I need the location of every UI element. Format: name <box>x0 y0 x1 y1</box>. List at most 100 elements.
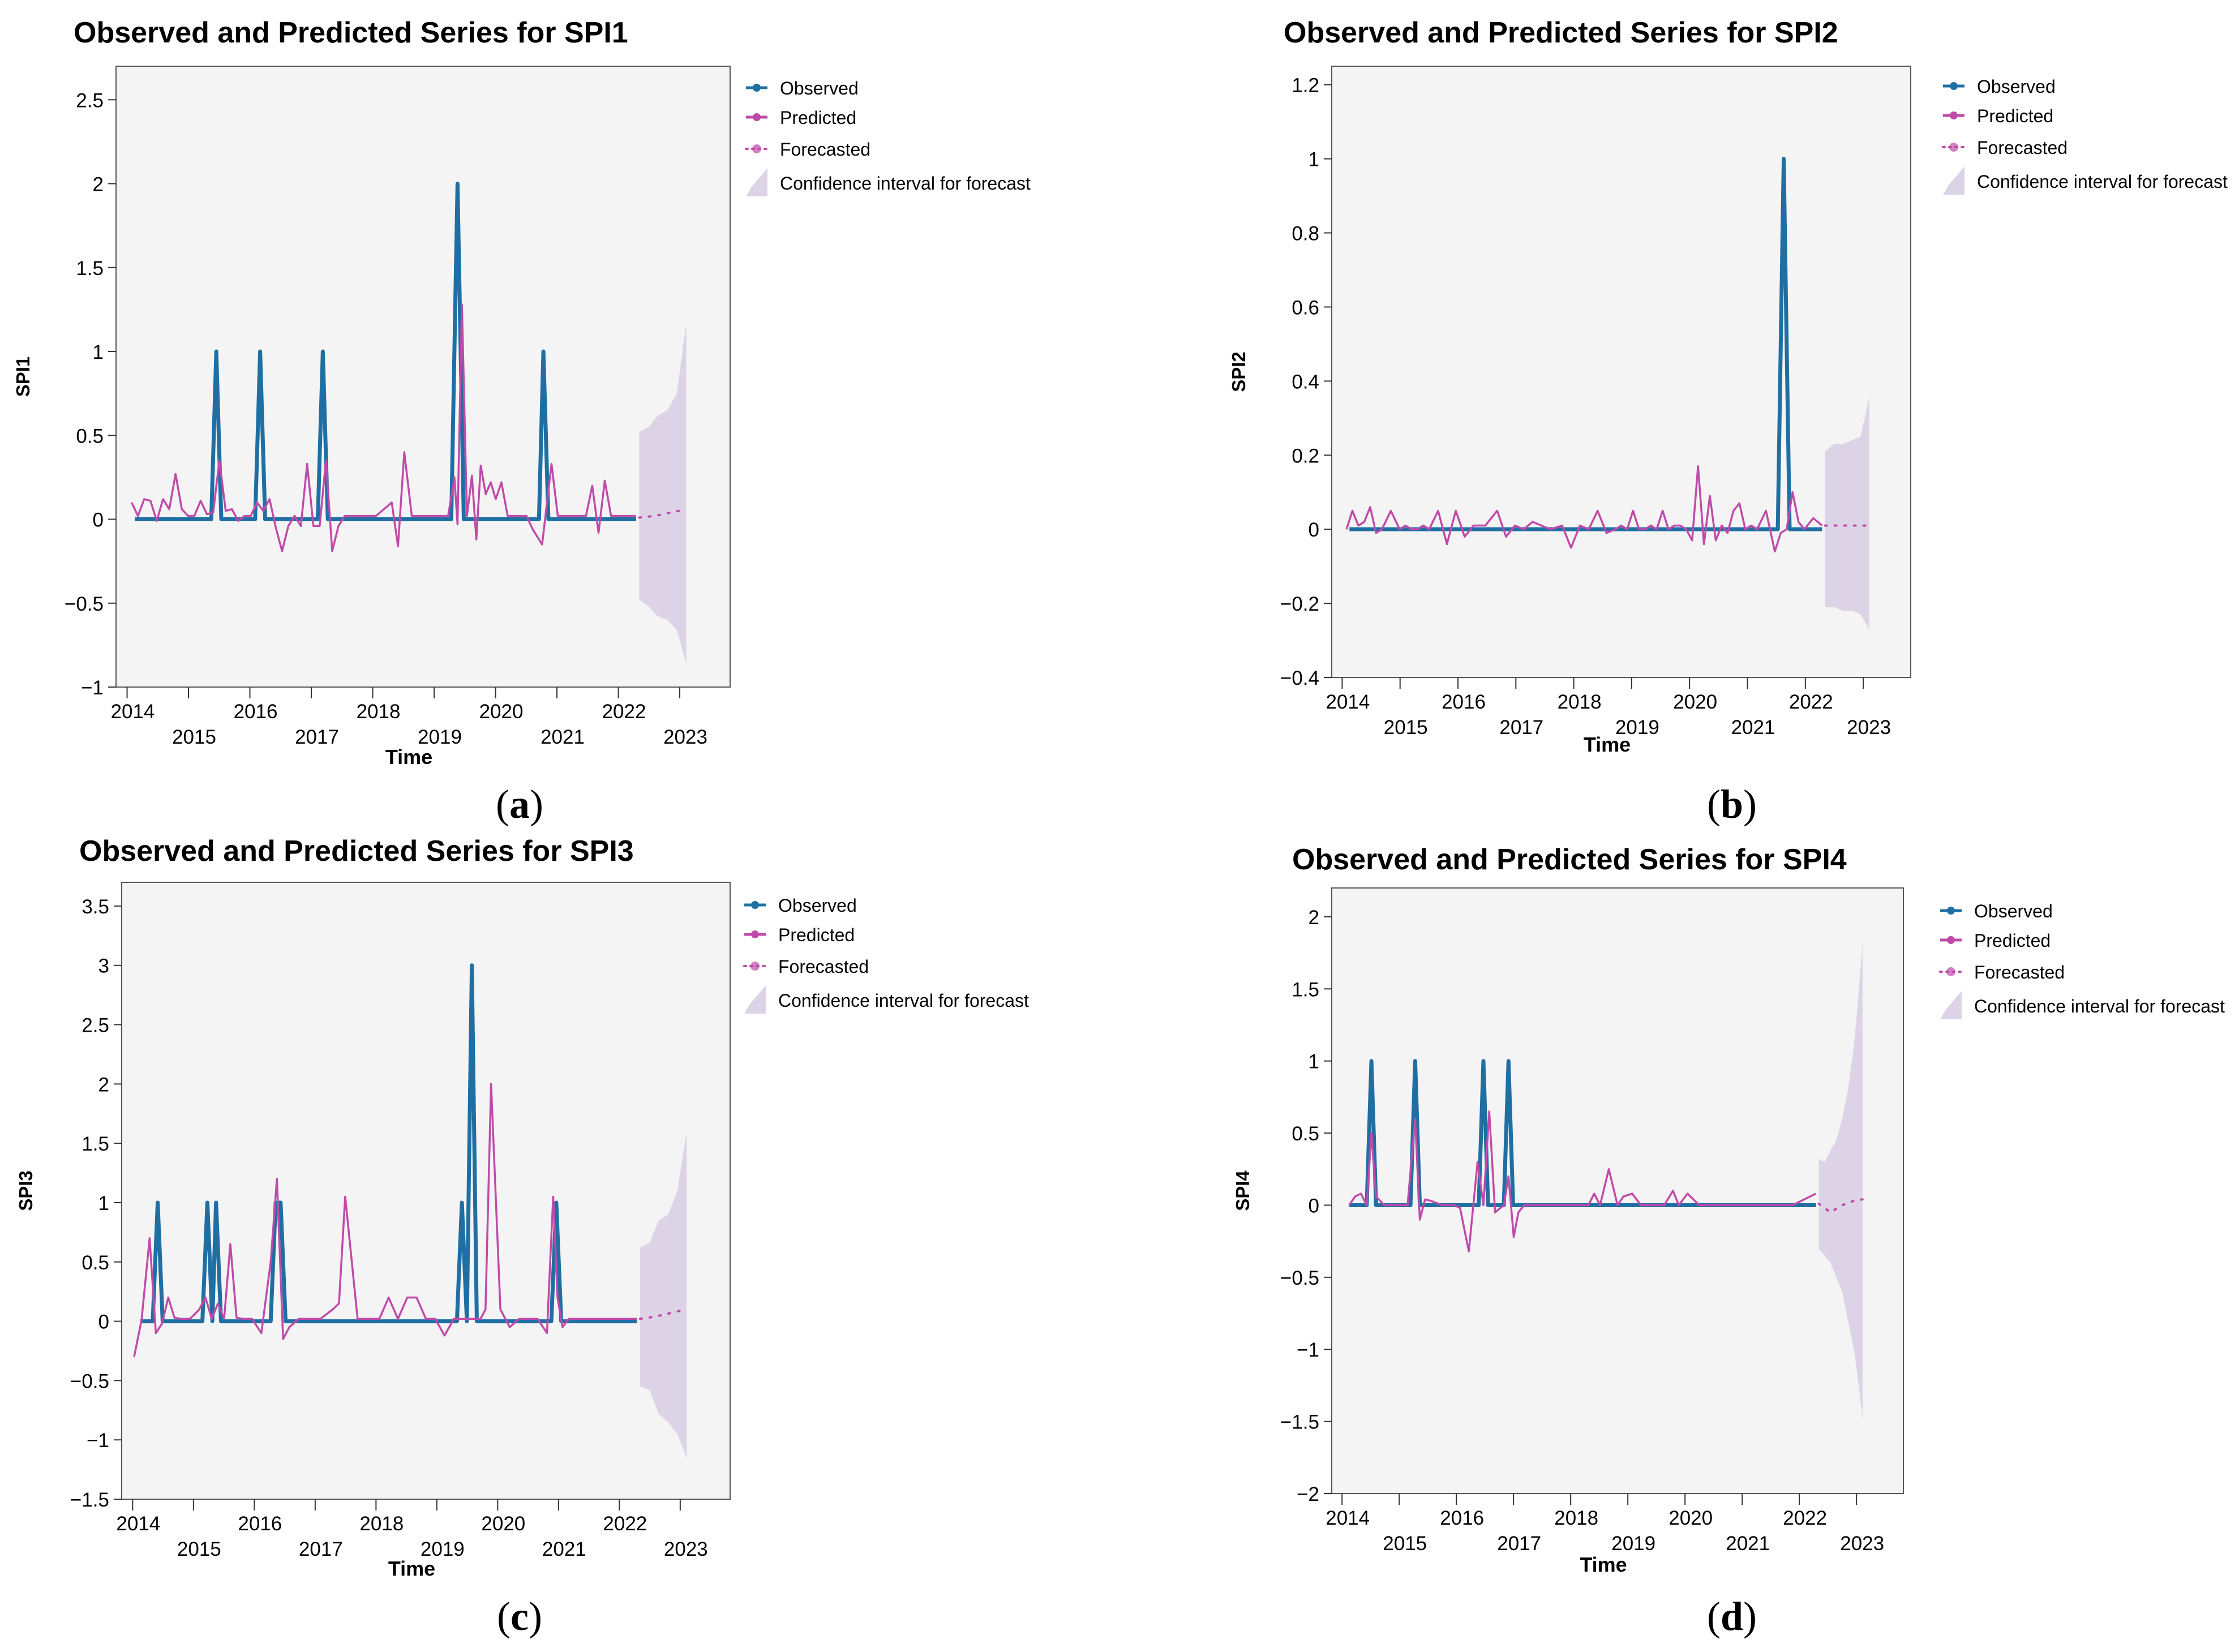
x-tick-label: 2016 <box>234 701 278 723</box>
confidence-interval-band <box>1825 396 1869 629</box>
legend-ci-label: Confidence interval for forecast <box>1974 996 2225 1016</box>
legend-forecasted-label: Forecasted <box>780 139 870 160</box>
y-tick-label: −1.5 <box>1280 1411 1319 1434</box>
x-tick-label: 2016 <box>1442 691 1486 713</box>
x-tick-label: 2016 <box>1440 1507 1484 1529</box>
plot-area <box>1331 887 1904 1494</box>
legend-ci-label: Confidence interval for forecast <box>780 173 1031 194</box>
legend-ci-swatch <box>746 168 767 196</box>
y-tick-label: −0.5 <box>70 1370 109 1392</box>
legend-predicted-marker <box>753 113 761 121</box>
legend-forecasted-label: Forecasted <box>778 956 869 977</box>
y-tick-label: −0.5 <box>1280 1267 1319 1289</box>
y-tick-label: 0.6 <box>1292 297 1319 319</box>
predicted-series-line <box>1348 1110 1817 1252</box>
x-tick-label: 2021 <box>541 726 585 748</box>
chart-panel-c: Observed and Predicted Series for SPI3 −1… <box>0 826 1120 1652</box>
chart-svg-b: Observed and Predicted Series for SPI2 −0… <box>1228 16 2228 756</box>
y-tick-label: 1 <box>1309 149 1319 171</box>
x-tick-label: 2022 <box>1783 1507 1827 1529</box>
y-tick-label: 0.5 <box>76 425 104 447</box>
legend-forecasted-marker <box>1946 967 1955 976</box>
forecasted-series-line <box>1817 1198 1864 1214</box>
y-tick-label: −1 <box>1297 1339 1319 1361</box>
caption-d: (d) <box>1706 1594 1757 1639</box>
y-tick-label: 2 <box>98 1074 109 1096</box>
x-tick-label: 2023 <box>663 726 707 748</box>
y-tick-label: 1 <box>98 1192 109 1215</box>
y-tick-label: 2 <box>93 174 104 196</box>
x-axis-label: Time <box>1580 1553 1627 1576</box>
legend-predicted-label: Predicted <box>1977 106 2053 126</box>
x-tick-label: 2014 <box>1326 691 1370 713</box>
forecasted-series-line <box>638 1308 688 1320</box>
y-tick-label: 1.5 <box>76 258 104 280</box>
y-tick-label: 0.5 <box>1292 1123 1319 1145</box>
x-tick-label: 2022 <box>1789 691 1833 713</box>
x-tick-label: 2016 <box>238 1513 282 1535</box>
x-tick-label: 2018 <box>359 1513 404 1535</box>
legend-forecasted-marker <box>750 962 760 971</box>
y-tick-label: 0 <box>93 509 104 531</box>
predicted-series-line <box>131 303 636 552</box>
y-axis-label: SPI1 <box>12 357 33 397</box>
legend-observed-label: Observed <box>780 78 859 98</box>
legend-predicted-label: Predicted <box>780 108 856 128</box>
legend-forecasted-label: Forecasted <box>1974 962 2065 982</box>
y-tick-label: −0.5 <box>65 593 104 615</box>
x-tick-label: 2015 <box>1383 1533 1427 1555</box>
legend-observed-marker <box>1950 82 1958 90</box>
legend-observed-label: Observed <box>1977 76 2056 97</box>
forecasted-series-line <box>638 508 688 519</box>
legend-observed-label: Observed <box>1974 901 2053 921</box>
chart-svg-a: Observed and Predicted Series for SPI1 −1… <box>12 16 1031 769</box>
confidence-interval-band <box>639 323 687 664</box>
y-tick-label: −1.5 <box>70 1489 109 1511</box>
y-axis-label: SPI2 <box>1228 351 1249 392</box>
y-tick-label: 0.8 <box>1292 223 1319 245</box>
y-tick-label: 2.5 <box>76 89 104 111</box>
chart-title: Observed and Predicted Series for SPI4 <box>1292 843 1847 876</box>
chart-svg-c: Observed and Predicted Series for SPI3 −1… <box>15 835 1029 1580</box>
x-tick-label: 2017 <box>1499 716 1543 739</box>
chart-panel-d: Observed and Predicted Series for SPI4 −2… <box>1120 826 2239 1652</box>
chart-title: Observed and Predicted Series for SPI1 <box>74 16 628 49</box>
legend-predicted-marker <box>751 930 759 938</box>
x-tick-label: 2022 <box>603 1513 647 1535</box>
y-tick-label: −0.2 <box>1280 593 1319 615</box>
x-tick-label: 2020 <box>481 1513 525 1535</box>
legend-predicted-marker <box>1950 111 1958 119</box>
x-tick-label: 2019 <box>418 726 462 748</box>
x-tick-label: 2017 <box>1497 1533 1541 1555</box>
legend-observed-label: Observed <box>778 895 857 916</box>
y-tick-label: 0.5 <box>82 1252 109 1274</box>
x-tick-label: 2023 <box>664 1538 708 1560</box>
observed-series-line <box>140 963 637 1324</box>
x-tick-label: 2023 <box>1840 1533 1884 1555</box>
y-tick-label: 0 <box>98 1311 109 1333</box>
observed-series-line <box>1349 157 1822 531</box>
legend-observed-marker <box>753 84 761 92</box>
x-tick-label: 2019 <box>1615 716 1659 739</box>
predicted-series-line <box>133 1083 637 1357</box>
plot-area <box>1331 66 1911 678</box>
y-tick-label: 3.5 <box>82 896 109 918</box>
legend-predicted-marker <box>1947 936 1955 944</box>
legend-ci-label: Confidence interval for forecast <box>778 990 1029 1011</box>
y-tick-label: 2.5 <box>82 1015 109 1037</box>
predicted-series-line <box>1345 465 1823 553</box>
legend-observed-marker <box>1947 907 1955 915</box>
x-axis-label: Time <box>1584 733 1631 756</box>
plot-area <box>115 66 731 688</box>
caption-b: (b) <box>1706 782 1757 827</box>
y-tick-label: 2 <box>1309 907 1319 929</box>
caption-a: (a) <box>496 782 543 827</box>
y-tick-label: −1 <box>87 1430 109 1452</box>
y-tick-label: 3 <box>98 955 109 977</box>
x-tick-label: 2017 <box>295 726 339 748</box>
x-tick-label: 2021 <box>542 1538 586 1560</box>
x-tick-label: 2020 <box>1668 1507 1713 1529</box>
legend-predicted-label: Predicted <box>1974 930 2051 951</box>
y-tick-label: 1 <box>1309 1051 1319 1073</box>
y-tick-label: −0.4 <box>1280 667 1319 689</box>
